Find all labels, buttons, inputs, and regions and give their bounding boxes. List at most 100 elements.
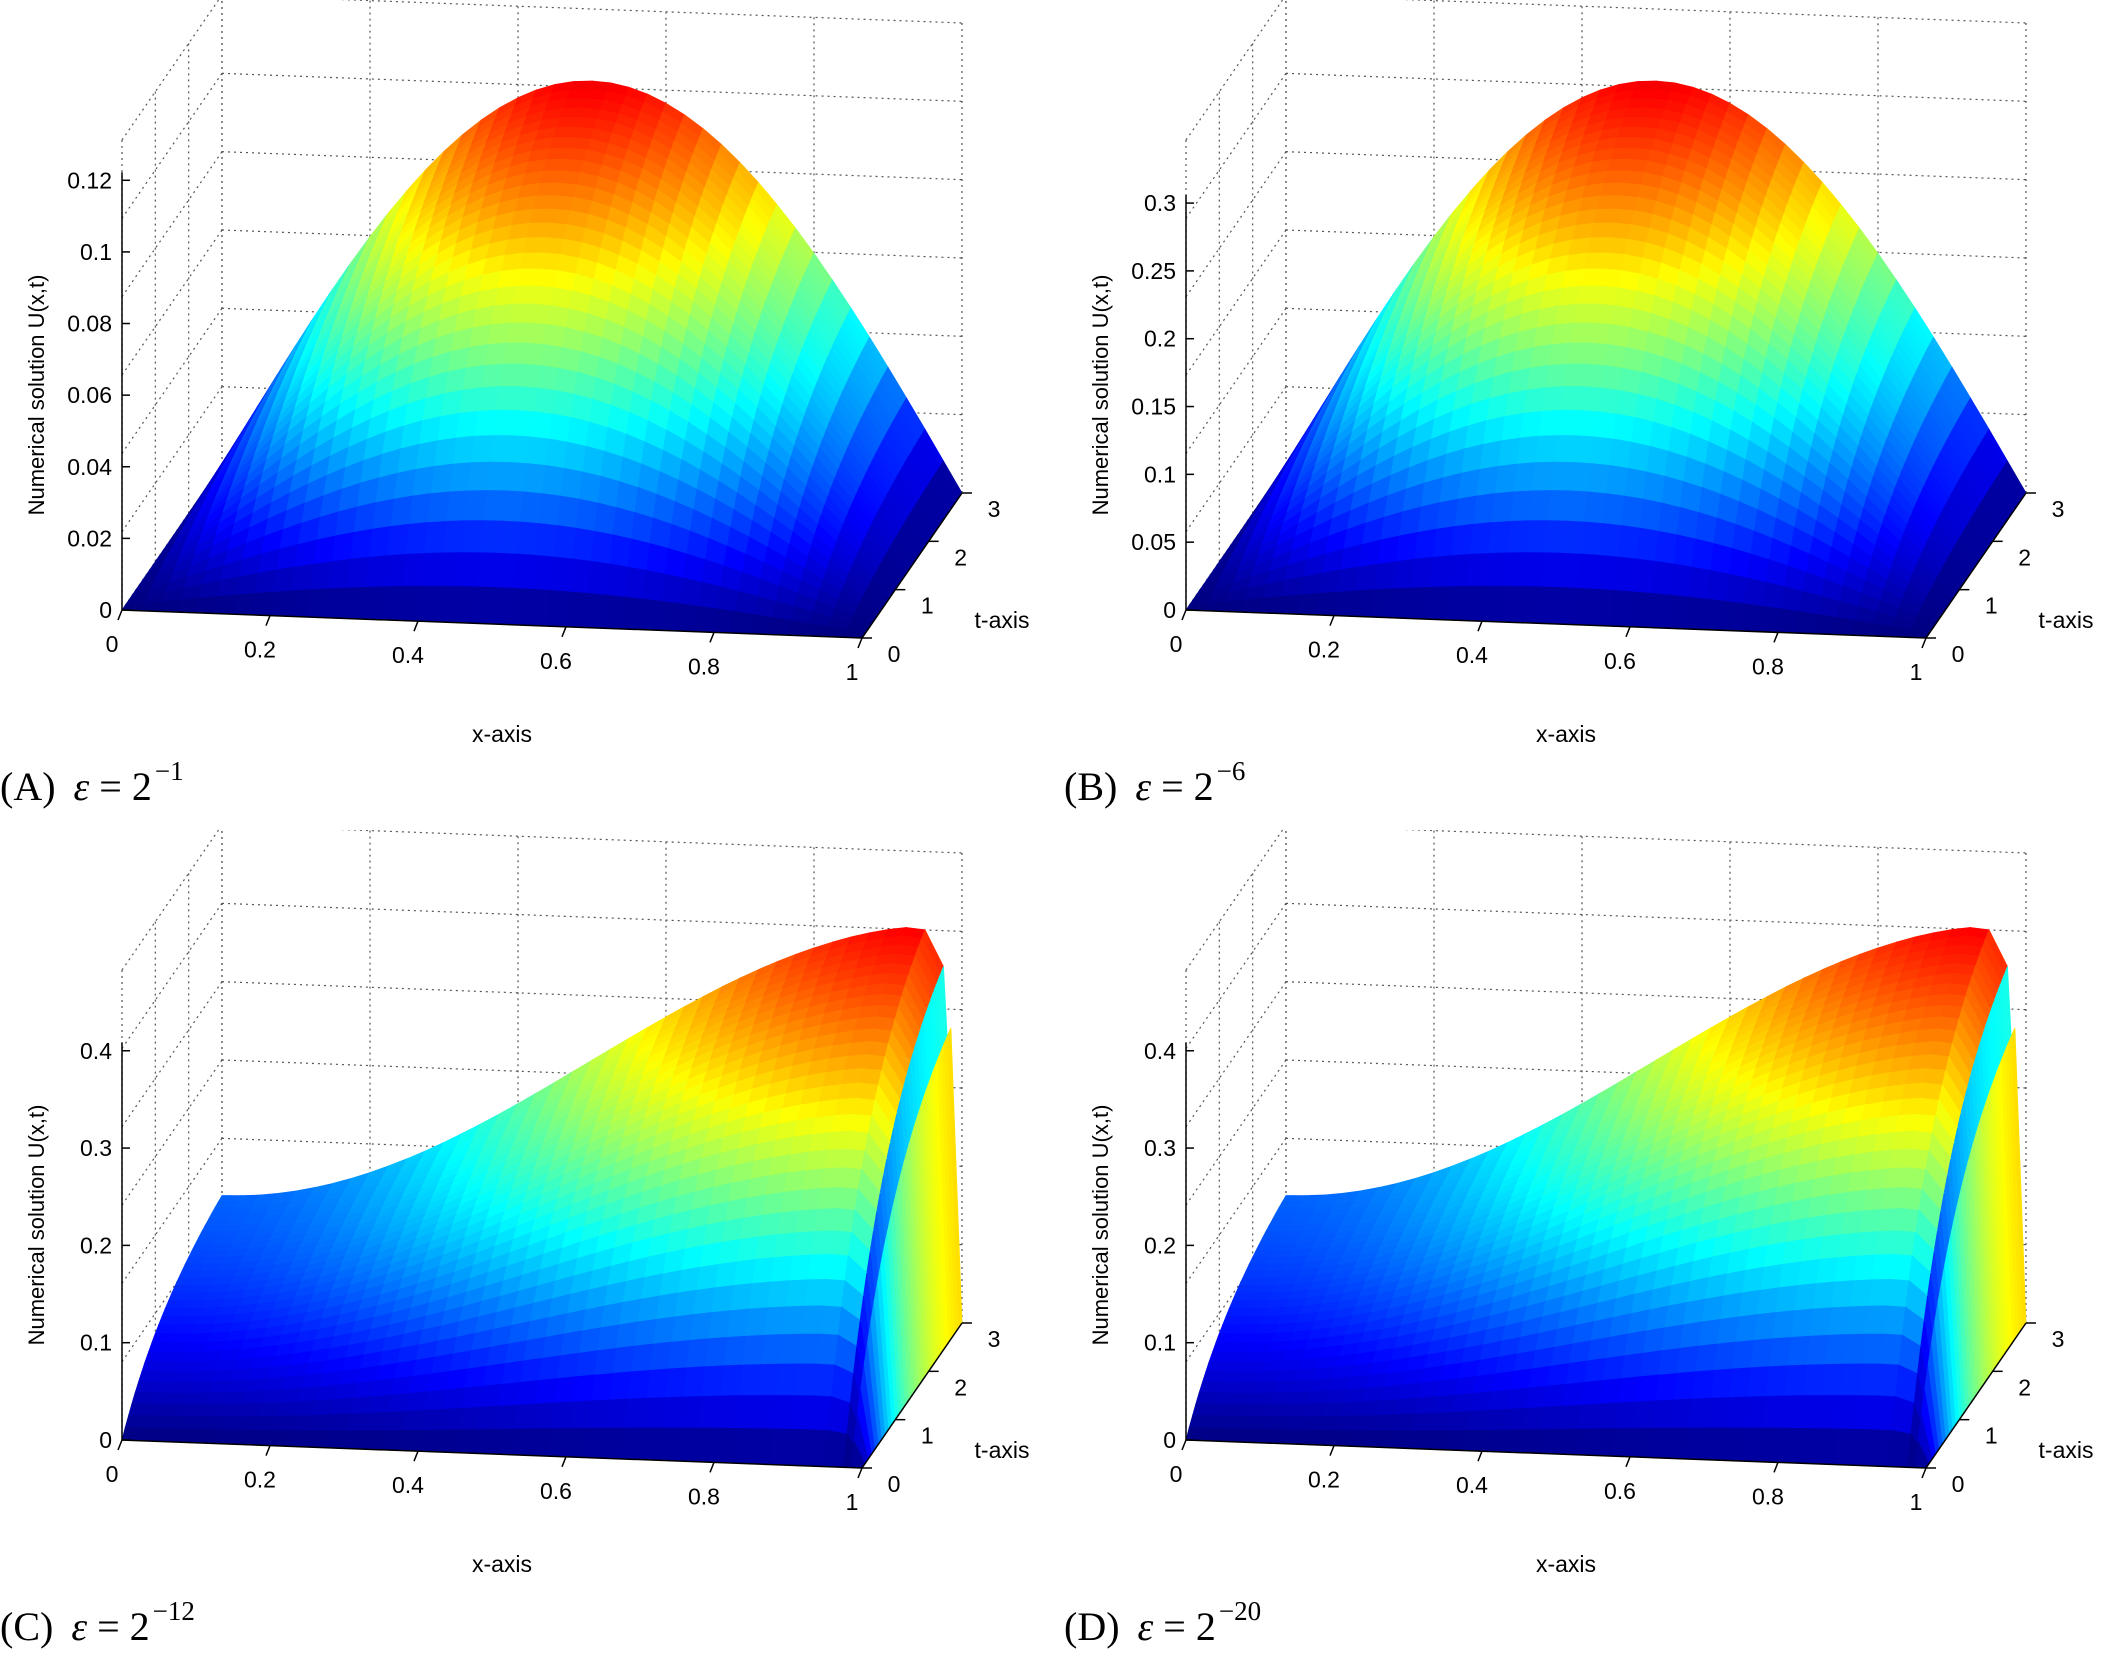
panel-c: 0 0.1 0.2 0.3 0.4 Numerical solution U(x,t) 0 0… — [0, 830, 1064, 1660]
t-tick-label-b: 2 — [2018, 544, 2031, 570]
t-tick-label-d: 2 — [2018, 1374, 2031, 1400]
z-axis-label-a: Numerical solution U(x,t) — [24, 275, 49, 516]
x-tick-label-a: 1 — [846, 659, 859, 685]
z-tick-label-a: 0 — [99, 597, 112, 623]
caption-a-exp: −1 — [154, 756, 184, 786]
x-tick-label-b: 0.2 — [1308, 637, 1340, 663]
x-tick-label-b: 0.8 — [1752, 653, 1784, 679]
caption-c-eps: ε — [71, 1604, 88, 1649]
t-tick-label-d: 1 — [1985, 1423, 1998, 1449]
x-tick-label-c: 1 — [846, 1489, 859, 1515]
z-tick-label-d: 0.4 — [1144, 1038, 1176, 1064]
caption-a: (A) ε = 2 −1 — [0, 756, 184, 810]
x-tick-label-a: 0 — [106, 631, 119, 657]
x-tick-label-c: 0.6 — [540, 1478, 572, 1504]
caption-c-label: (C) — [0, 1604, 54, 1649]
x-tick-label-c: 0 — [106, 1461, 119, 1487]
z-tick-label-c: 0.2 — [80, 1232, 112, 1258]
panel-a: 0 0.02 0.04 0.06 0.08 0.1 0.12 Numerical soluti… — [0, 0, 1064, 830]
z-tick-label-a: 0.08 — [67, 311, 112, 337]
caption-c-exp: −12 — [152, 1596, 195, 1626]
t-axis-label-d: t-axis — [2039, 1437, 2094, 1463]
caption-c: (C) ε = 2 −12 — [0, 1596, 195, 1650]
z-tick-label-a: 0.06 — [67, 382, 112, 408]
t-tick-label-c: 0 — [888, 1471, 901, 1497]
z-tick-label-a: 0.1 — [80, 239, 112, 265]
t-tick-label-b: 3 — [2052, 496, 2065, 522]
caption-b-base: 2 — [1193, 764, 1214, 809]
x-tick-label-a: 0.2 — [244, 637, 276, 663]
x-axis-label-d: x-axis — [1536, 1551, 1596, 1577]
surface-c — [121, 927, 963, 1469]
surface-plot-a: 0 0.02 0.04 0.06 0.08 0.1 0.12 Numerical soluti… — [24, 0, 1030, 747]
z-tick-label-a: 0.12 — [67, 167, 112, 193]
x-axis-label-b: x-axis — [1536, 721, 1596, 747]
x-tick-label-c: 0.8 — [688, 1483, 720, 1509]
z-tick-label-a: 0.04 — [67, 454, 112, 480]
x-tick-label-d: 1 — [1910, 1489, 1923, 1515]
z-tick-label-b: 0.1 — [1144, 461, 1176, 487]
x-tick-label-d: 0.2 — [1308, 1467, 1340, 1493]
z-tick-label-c: 0 — [99, 1427, 112, 1453]
caption-b-label: (B) — [1064, 764, 1118, 809]
x-tick-label-d: 0.4 — [1456, 1472, 1488, 1498]
caption-b-eps: ε — [1135, 764, 1152, 809]
z-tick-label-d: 0.2 — [1144, 1232, 1176, 1258]
surface-b — [1185, 80, 2027, 639]
t-tick-label-c: 1 — [921, 1423, 934, 1449]
caption-d-eq: = — [1163, 1604, 1186, 1649]
t-tick-label-c: 2 — [954, 1374, 967, 1400]
x-tick-label-a: 0.4 — [392, 642, 424, 668]
caption-b: (B) ε = 2 −6 — [1064, 756, 1245, 810]
t-tick-label-b: 0 — [1952, 641, 1965, 667]
caption-a-base: 2 — [131, 764, 152, 809]
x-axis-b: 0 0.2 0.4 0.6 0.8 1 x-axis — [1170, 609, 1927, 747]
t-tick-label-d: 3 — [2052, 1326, 2065, 1352]
surface-a — [121, 80, 963, 639]
z-axis-label-b: Numerical solution U(x,t) — [1088, 275, 1113, 516]
t-axis-label-a: t-axis — [975, 607, 1030, 633]
caption-d-exp: −20 — [1218, 1596, 1262, 1626]
z-tick-label-c: 0.3 — [80, 1135, 112, 1161]
caption-a-label: (A) — [0, 764, 56, 809]
x-axis-a: 0 0.2 0.4 0.6 0.8 1 x-axis — [106, 609, 863, 747]
caption-a-eps: ε — [73, 764, 90, 809]
z-tick-label-b: 0.3 — [1144, 190, 1176, 216]
caption-b-eq: = — [1161, 764, 1184, 809]
panel-b: 0 0.05 0.1 0.15 0.2 0.25 0.3 Numerical solution… — [1064, 0, 2128, 830]
caption-d-eps: ε — [1137, 1604, 1154, 1649]
t-axis-label-c: t-axis — [975, 1437, 1030, 1463]
z-tick-label-b: 0 — [1163, 597, 1176, 623]
x-tick-label-b: 0.6 — [1604, 648, 1636, 674]
z-tick-label-b: 0.05 — [1131, 529, 1176, 555]
caption-c-eq: = — [97, 1604, 120, 1649]
t-tick-label-c: 3 — [988, 1326, 1001, 1352]
z-axis-d: 0 0.1 0.2 0.3 0.4 Numerical solution U(x,t) — [1088, 1038, 1194, 1453]
caption-c-base: 2 — [129, 1604, 150, 1649]
z-tick-label-c: 0.1 — [80, 1330, 112, 1356]
x-axis-label-a: x-axis — [472, 721, 532, 747]
z-axis-c: 0 0.1 0.2 0.3 0.4 Numerical solution U(x,t) — [24, 1038, 130, 1453]
x-tick-label-a: 0.8 — [688, 653, 720, 679]
x-tick-label-c: 0.4 — [392, 1472, 424, 1498]
x-axis-d: 0 0.2 0.4 0.6 0.8 1 x-axis — [1170, 1439, 1927, 1577]
x-tick-label-d: 0.6 — [1604, 1478, 1636, 1504]
z-tick-label-a: 0.02 — [67, 525, 112, 551]
t-axis-label-b: t-axis — [2039, 607, 2094, 633]
z-axis-label-d: Numerical solution U(x,t) — [1088, 1105, 1113, 1346]
t-tick-label-a: 2 — [954, 544, 967, 570]
t-tick-label-a: 0 — [888, 641, 901, 667]
caption-a-eq: = — [99, 764, 122, 809]
x-axis-label-c: x-axis — [472, 1551, 532, 1577]
z-tick-label-d: 0.1 — [1144, 1330, 1176, 1356]
caption-d: (D) ε = 2 −20 — [1064, 1596, 1261, 1650]
panel-d: 0 0.1 0.2 0.3 0.4 Numerical solution U(x,t) 0 0… — [1064, 830, 2128, 1660]
t-tick-label-a: 1 — [921, 593, 934, 619]
caption-b-exp: −6 — [1216, 756, 1246, 786]
t-tick-label-a: 3 — [988, 496, 1001, 522]
caption-d-base: 2 — [1195, 1604, 1216, 1649]
